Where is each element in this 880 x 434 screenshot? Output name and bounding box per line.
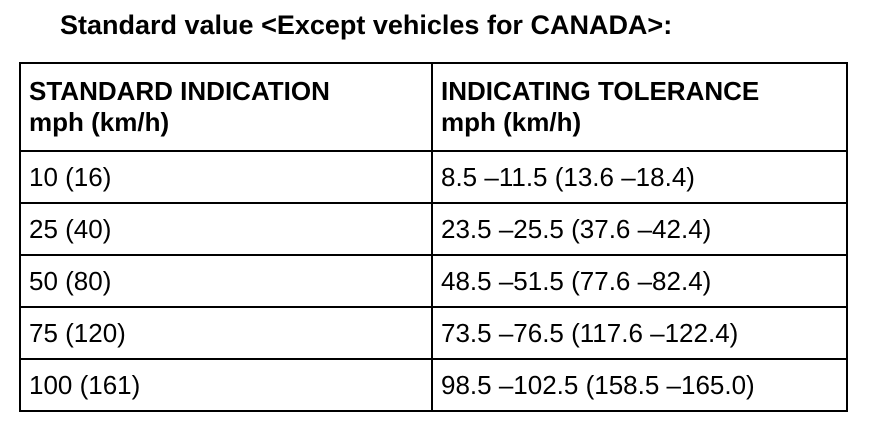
page-title: Standard value <Except vehicles for CANA… [60,10,673,40]
table-row: 50 (80) 48.5 –51.5 (77.6 –82.4) [19,254,848,308]
header-tolerance-line1: INDICATING TOLERANCE [441,76,760,106]
header-tolerance-line2: mph (km/h) [441,107,582,137]
header-standard-line1: STANDARD INDICATION [29,76,330,106]
table-row: 25 (40) 23.5 –25.5 (37.6 –42.4) [19,202,848,256]
header-standard-line2: mph (km/h) [29,107,170,137]
table-row: 75 (120) 73.5 –76.5 (117.6 –122.4) [19,306,848,360]
cell-standard: 100 (161) [19,358,433,412]
cell-standard: 50 (80) [19,254,433,308]
cell-tolerance: 73.5 –76.5 (117.6 –122.4) [431,306,848,360]
header-indicating-tolerance: INDICATING TOLERANCE mph (km/h) [431,62,848,152]
table-row: 10 (16) 8.5 –11.5 (13.6 –18.4) [19,150,848,204]
table-header-row: STANDARD INDICATION mph (km/h) INDICATIN… [19,62,848,152]
cell-tolerance: 48.5 –51.5 (77.6 –82.4) [431,254,848,308]
header-standard-indication: STANDARD INDICATION mph (km/h) [19,62,433,152]
cell-tolerance: 23.5 –25.5 (37.6 –42.4) [431,202,848,256]
cell-standard: 75 (120) [19,306,433,360]
cell-tolerance: 8.5 –11.5 (13.6 –18.4) [431,150,848,204]
cell-tolerance: 98.5 –102.5 (158.5 –165.0) [431,358,848,412]
cell-standard: 10 (16) [19,150,433,204]
speedometer-tolerance-table: STANDARD INDICATION mph (km/h) INDICATIN… [19,62,848,412]
table-row: 100 (161) 98.5 –102.5 (158.5 –165.0) [19,358,848,412]
cell-standard: 25 (40) [19,202,433,256]
